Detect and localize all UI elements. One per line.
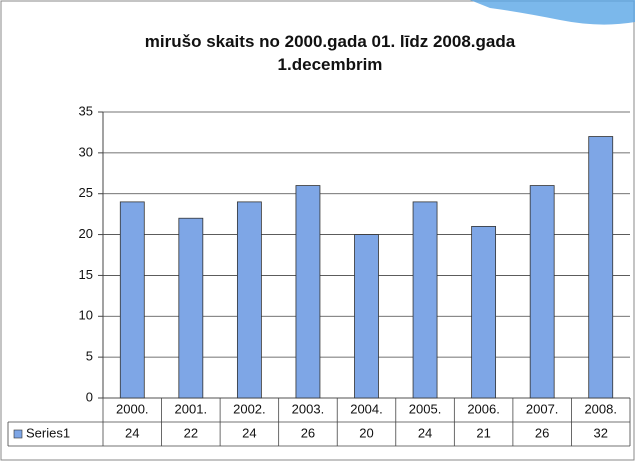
bar	[178, 217, 204, 399]
y-tick-label: 25	[79, 185, 93, 200]
bar	[529, 185, 555, 399]
y-tick-label: 35	[79, 103, 93, 118]
bar	[119, 201, 145, 399]
table-value: 26	[535, 425, 549, 440]
y-tick-label: 30	[79, 144, 93, 159]
table-value: 21	[476, 425, 490, 440]
x-tick-label: 2004.	[350, 401, 383, 416]
chart-title: mirušo skaits no 2000.gada 01. līdz 2008…	[144, 32, 516, 74]
x-tick-label: 2005.	[409, 401, 442, 416]
decoration	[470, 0, 635, 25]
legend-key	[13, 429, 23, 439]
x-tick-label: 2002.	[233, 401, 266, 416]
bar	[412, 201, 438, 399]
bar	[236, 201, 262, 399]
bar	[354, 234, 379, 399]
table-value: 26	[301, 425, 315, 440]
y-tick-label: 5	[86, 349, 93, 364]
x-tick-label: 2008.	[584, 401, 617, 416]
legend-label: Series1	[26, 425, 70, 440]
table-value: 22	[184, 425, 198, 440]
bar	[295, 185, 321, 399]
x-tick-label: 2001.	[175, 401, 208, 416]
table-value: 32	[593, 425, 607, 440]
y-tick-label: 15	[79, 267, 93, 282]
x-tick-label: 2000.	[116, 401, 149, 416]
table-value: 24	[242, 425, 256, 440]
y-tick-label: 0	[86, 389, 93, 404]
table-value: 24	[418, 425, 432, 440]
x-tick-label: 2006.	[467, 401, 500, 416]
table-value: 24	[125, 425, 139, 440]
bar	[471, 225, 497, 399]
table-value: 20	[359, 425, 373, 440]
x-tick-label: 2007.	[526, 401, 559, 416]
y-tick-label: 20	[79, 226, 93, 241]
x-tick-label: 2003.	[292, 401, 325, 416]
bar	[588, 136, 614, 399]
y-tick-label: 10	[79, 308, 93, 323]
